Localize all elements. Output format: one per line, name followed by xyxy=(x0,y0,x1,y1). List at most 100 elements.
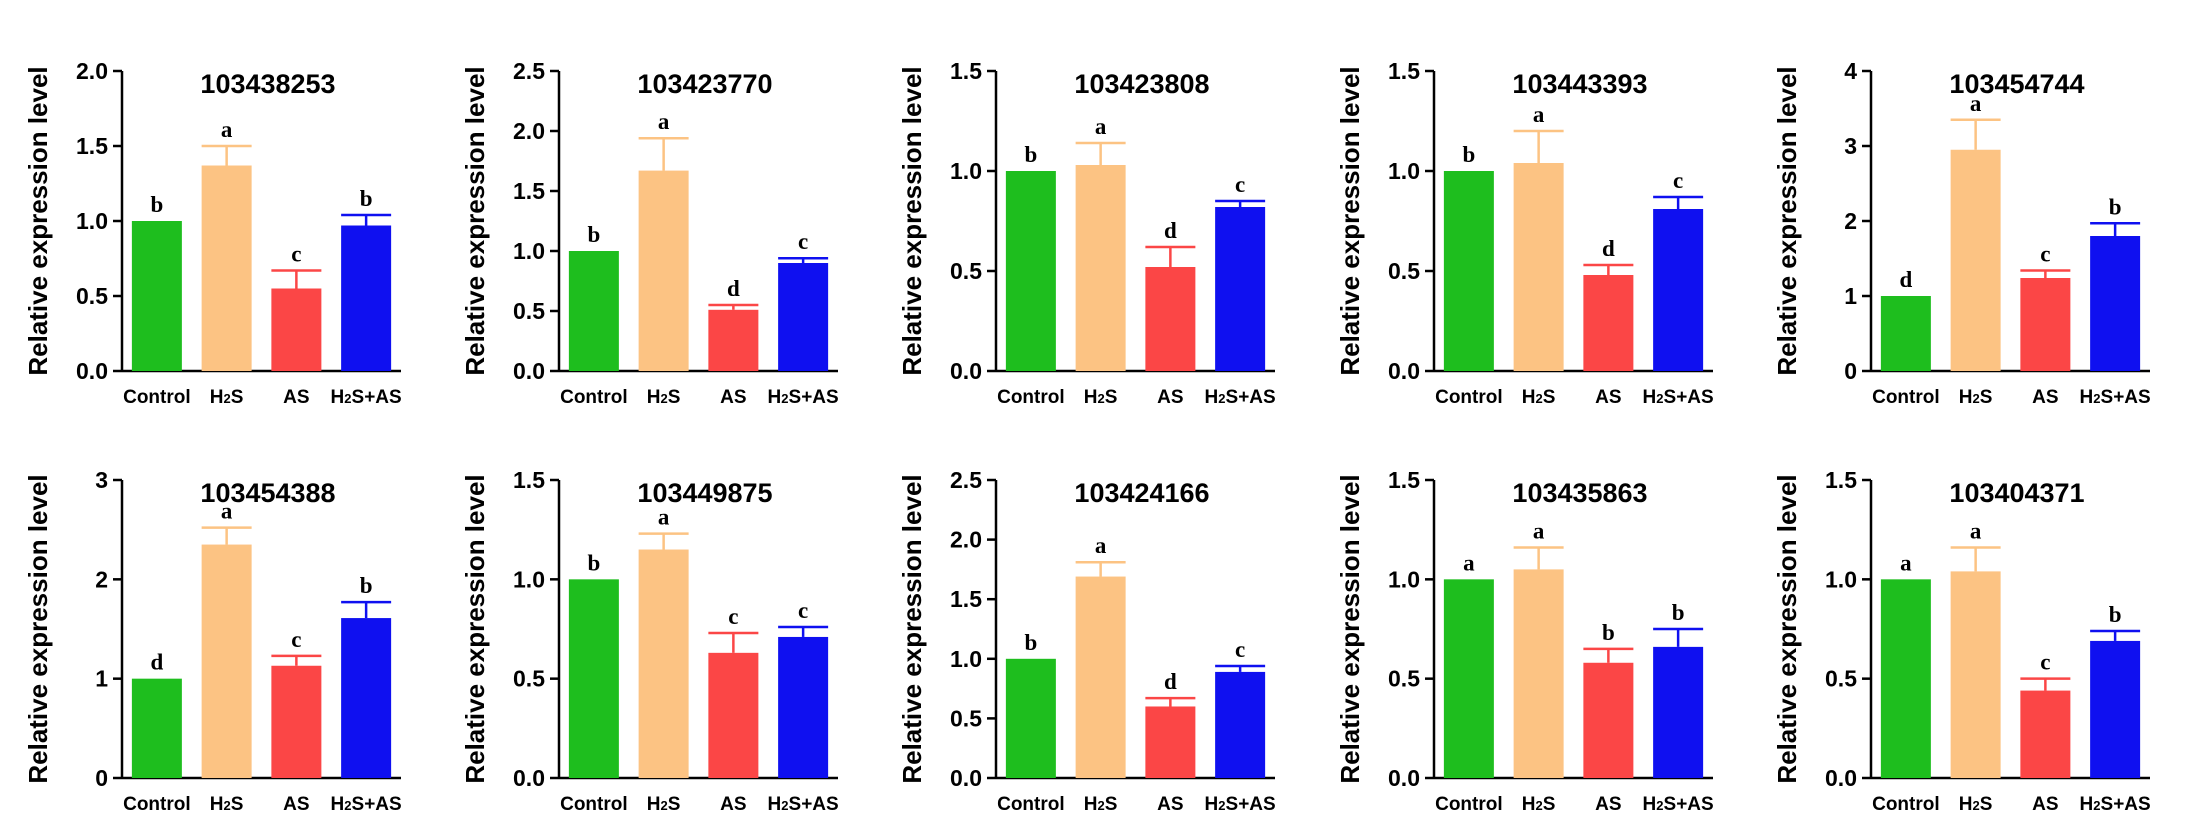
chart-title: 103454388 xyxy=(200,478,335,508)
x-tick-label: H2S xyxy=(210,794,244,815)
bar-control xyxy=(1880,579,1931,778)
bar-h2s-plus-as xyxy=(341,618,392,778)
y-tick-label: 1.0 xyxy=(513,238,545,264)
bar-h2s xyxy=(1950,571,2001,778)
chart-title: 103435863 xyxy=(1512,478,1647,508)
significance-letter: b xyxy=(360,186,373,211)
y-axis-label: Relative expression level xyxy=(1335,474,1365,783)
y-tick-label: 2.5 xyxy=(950,467,982,493)
significance-letter: c xyxy=(798,229,808,254)
y-tick-label: 1.5 xyxy=(950,586,982,612)
x-tick-label: H2S xyxy=(210,387,244,408)
x-tick-label: H2S+AS xyxy=(768,794,839,815)
bar-h2s-plus-as xyxy=(1215,207,1266,371)
y-axis-label: Relative expression level xyxy=(1772,66,1802,375)
significance-letter: a xyxy=(1463,550,1475,575)
y-tick-label: 0.0 xyxy=(1388,358,1420,384)
x-tick-label: H2S xyxy=(1959,794,1993,815)
y-tick-label: 1.5 xyxy=(513,467,545,493)
significance-letter: b xyxy=(150,192,163,217)
x-tick-label: H2S xyxy=(1084,794,1118,815)
significance-letter: b xyxy=(1672,600,1685,625)
y-tick-label: 0.0 xyxy=(1388,765,1420,791)
bar-h2s xyxy=(201,165,252,371)
significance-letter: c xyxy=(291,242,301,267)
y-tick-label: 1.5 xyxy=(1825,467,1857,493)
x-tick-label: H2S xyxy=(1522,387,1556,408)
chart-title: 103443393 xyxy=(1512,69,1647,99)
y-tick-label: 1.0 xyxy=(76,208,108,234)
y-axis-label: Relative expression level xyxy=(460,66,490,375)
bar-as xyxy=(708,309,759,371)
significance-letter: c xyxy=(1235,637,1245,662)
significance-letter: b xyxy=(587,550,600,575)
chart-title: 103454744 xyxy=(1949,69,2084,99)
bar-control xyxy=(1880,296,1931,371)
chart-panel-103423770: 103423770 Relative expression level 0.0 0.5… xyxy=(460,58,839,408)
y-tick-label: 1.0 xyxy=(950,646,982,672)
significance-letter: d xyxy=(150,650,163,675)
y-axis-label: Relative expression level xyxy=(460,474,490,783)
bar-h2s-plus-as xyxy=(2090,236,2141,371)
x-tick-label: Control xyxy=(1872,794,1940,815)
significance-letter: c xyxy=(1673,168,1683,193)
y-tick-label: 1.0 xyxy=(1825,566,1857,592)
significance-letter: a xyxy=(1900,550,1912,575)
x-tick-label: H2S+AS xyxy=(1205,387,1276,408)
significance-letter: d xyxy=(1164,669,1177,694)
significance-letter: a xyxy=(221,499,233,524)
bar-as xyxy=(2020,278,2071,371)
x-tick-label: H2S xyxy=(1084,387,1118,408)
x-tick-label: AS xyxy=(720,387,746,408)
significance-letter: a xyxy=(1970,91,1982,116)
x-tick-label: AS xyxy=(2032,387,2058,408)
significance-letter: d xyxy=(1164,218,1177,243)
bar-h2s xyxy=(1075,165,1126,371)
y-tick-label: 0.0 xyxy=(950,765,982,791)
chart-panel-103424166: 103424166 Relative expression level 0.0 0.5… xyxy=(897,467,1276,815)
significance-letter: b xyxy=(587,222,600,247)
bar-h2s xyxy=(1075,576,1126,778)
x-tick-label: Control xyxy=(123,387,191,408)
x-tick-label: AS xyxy=(283,387,309,408)
chart-title: 103438253 xyxy=(200,69,335,99)
bar-control xyxy=(568,251,619,371)
y-tick-label: 2 xyxy=(95,566,108,592)
bar-control xyxy=(1443,171,1494,371)
x-tick-label: H2S+AS xyxy=(768,387,839,408)
x-tick-label: H2S+AS xyxy=(1643,387,1714,408)
y-tick-label: 0.5 xyxy=(950,705,982,731)
x-tick-label: Control xyxy=(997,387,1065,408)
chart-title: 103449875 xyxy=(637,478,772,508)
y-axis-label: Relative expression level xyxy=(23,474,53,783)
significance-letter: b xyxy=(360,573,373,598)
y-tick-label: 0 xyxy=(95,765,108,791)
y-tick-label: 2.0 xyxy=(513,118,545,144)
x-tick-label: Control xyxy=(1872,387,1940,408)
x-tick-label: H2S+AS xyxy=(2080,794,2151,815)
significance-letter: a xyxy=(1970,519,1982,544)
chart-title: 103423808 xyxy=(1074,69,1209,99)
bar-as xyxy=(708,652,759,778)
significance-letter: b xyxy=(1024,630,1037,655)
chart-panel-103443393: 103443393 Relative expression level 0.0 0.5… xyxy=(1335,58,1714,408)
y-axis-label: Relative expression level xyxy=(897,474,927,783)
y-tick-label: 0.0 xyxy=(513,358,545,384)
bar-h2s xyxy=(1513,569,1564,778)
y-tick-label: 1.5 xyxy=(76,133,108,159)
x-tick-label: AS xyxy=(1595,794,1621,815)
y-tick-label: 1 xyxy=(1844,283,1857,309)
y-axis-label: Relative expression level xyxy=(23,66,53,375)
x-tick-label: H2S+AS xyxy=(2080,387,2151,408)
bar-as xyxy=(271,288,322,371)
significance-letter: a xyxy=(1533,102,1545,127)
bar-control xyxy=(131,221,182,371)
bar-control xyxy=(1443,579,1494,778)
chart-title: 103424166 xyxy=(1074,478,1209,508)
significance-letter: c xyxy=(2040,242,2050,267)
y-tick-label: 0.0 xyxy=(76,358,108,384)
y-tick-label: 1.5 xyxy=(950,58,982,84)
bar-h2s-plus-as xyxy=(1215,671,1266,778)
bar-control xyxy=(1005,658,1056,778)
chart-panel-103423808: 103423808 Relative expression level 0.0 0.5… xyxy=(897,58,1276,408)
